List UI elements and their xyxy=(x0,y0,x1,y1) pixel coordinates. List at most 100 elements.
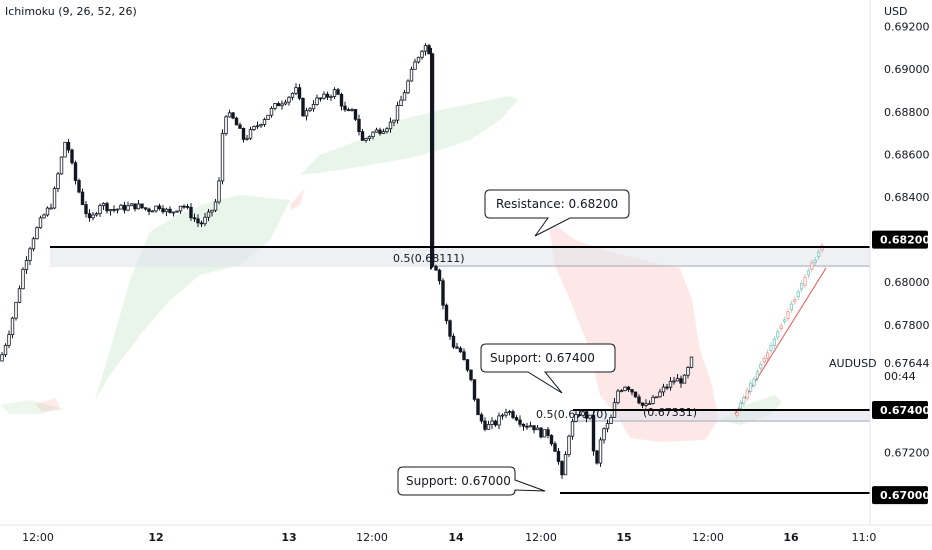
candle-body-30 xyxy=(105,203,109,212)
candle-64 xyxy=(224,115,228,136)
candle-body-142 xyxy=(497,415,501,426)
candle-body-75 xyxy=(262,119,267,125)
candle-62 xyxy=(217,177,221,205)
support-callout-6700[interactable]: Support: 0.67000 xyxy=(397,466,546,496)
x-tick-label-9: 11:0 xyxy=(852,531,877,544)
y-tick-label-2: 0.68800 xyxy=(884,106,930,119)
candle-body-157 xyxy=(549,435,554,445)
y-tick-label-3: 0.68600 xyxy=(884,148,930,161)
candle-40 xyxy=(140,203,144,210)
candle-130 xyxy=(455,342,459,349)
level-tag-bg-1 xyxy=(872,400,928,419)
candle-body-76 xyxy=(266,114,270,120)
candle-14 xyxy=(49,203,53,210)
candle-133 xyxy=(465,359,470,373)
projection-body-7 xyxy=(759,363,763,369)
candle-29 xyxy=(101,202,106,211)
cloud-bearish-1 xyxy=(290,188,305,210)
candle-170 xyxy=(595,449,599,465)
cloud-bearish-0 xyxy=(35,398,62,412)
candle-179 xyxy=(626,385,631,392)
candle-body-13 xyxy=(45,207,50,216)
projection-body-23 xyxy=(813,259,817,263)
candle-37 xyxy=(129,203,134,207)
candle-body-74 xyxy=(259,124,263,127)
candle-body-65 xyxy=(227,112,232,118)
projection-body-13 xyxy=(779,325,783,329)
candle-36 xyxy=(126,201,130,212)
candle-89 xyxy=(311,100,316,112)
candle-119 xyxy=(416,56,421,64)
resistance-callout[interactable]: Resistance: 0.68200 xyxy=(484,189,630,237)
indicator-label[interactable]: Ichimoku (9, 26, 52, 26) xyxy=(5,5,137,18)
candle-23 xyxy=(80,188,85,206)
candle-body-27 xyxy=(94,213,99,216)
candle-body-64 xyxy=(224,116,228,134)
candles xyxy=(0,43,694,479)
cloud-bullish-0 xyxy=(0,400,60,414)
candle-114 xyxy=(399,95,403,106)
candle-74 xyxy=(259,123,263,129)
candle-body-10 xyxy=(35,227,39,240)
candle-196 xyxy=(686,366,690,379)
candle-32 xyxy=(112,205,116,213)
candle-93 xyxy=(325,91,330,100)
candle-162 xyxy=(567,434,571,457)
candle-28 xyxy=(98,203,102,217)
candle-body-32 xyxy=(112,209,116,211)
candle-141 xyxy=(493,419,498,427)
projection-body-11 xyxy=(772,338,777,346)
candle-136 xyxy=(476,397,480,416)
candle-84 xyxy=(294,83,298,96)
price-axis[interactable]: USD 0.692000.690000.688000.686000.684000… xyxy=(829,0,932,525)
candle-6 xyxy=(21,267,25,290)
candle-113 xyxy=(395,101,400,124)
fib-label-upper: 0.5(0.68111) xyxy=(393,252,465,265)
candle-body-1 xyxy=(3,344,8,356)
candle-118 xyxy=(413,58,417,70)
candle-body-153 xyxy=(535,427,540,431)
candle-body-21 xyxy=(73,162,78,181)
candle-188 xyxy=(658,388,662,398)
candle-body-104 xyxy=(364,138,368,141)
candle-body-193 xyxy=(675,378,680,382)
candle-body-61 xyxy=(213,201,218,211)
candle-120 xyxy=(420,50,424,60)
candle-137 xyxy=(479,412,484,424)
time-axis[interactable]: 12:00 12 13 12:00 14 12:00 15 12:00 16 11:0 xyxy=(0,524,932,550)
projection-body-4 xyxy=(749,382,753,392)
candle-body-100 xyxy=(350,109,354,111)
candle-144 xyxy=(504,408,508,418)
candle-115 xyxy=(402,89,407,101)
support-callout-6740[interactable]: Support: 0.67400 xyxy=(480,343,616,394)
candle-body-190 xyxy=(665,386,669,389)
candle-body-63 xyxy=(220,133,225,182)
candle-20 xyxy=(70,148,74,165)
candle-107 xyxy=(374,127,379,133)
x-tick-label-6: 15 xyxy=(616,531,631,544)
candle-45 xyxy=(157,203,162,211)
candle-127 xyxy=(444,303,449,325)
candle-body-145 xyxy=(507,411,512,413)
y-tick-label-6: 0.67800 xyxy=(884,319,930,332)
candle-body-79 xyxy=(276,103,281,107)
candle-187 xyxy=(654,396,659,399)
candle-body-188 xyxy=(658,391,662,398)
candle-12 xyxy=(42,213,46,219)
projection-body-6 xyxy=(755,371,760,379)
candle-81 xyxy=(283,99,288,106)
candle-body-113 xyxy=(395,105,400,121)
candle-126 xyxy=(441,278,445,310)
candle-body-149 xyxy=(521,423,526,427)
candle-128 xyxy=(448,319,452,340)
candle-body-172 xyxy=(602,428,606,441)
candle-47 xyxy=(164,207,169,217)
candle-body-107 xyxy=(374,129,379,133)
candle-153 xyxy=(535,424,540,431)
candle-8 xyxy=(28,246,32,266)
candle-body-128 xyxy=(448,320,452,337)
candle-43 xyxy=(150,210,155,213)
candle-body-115 xyxy=(402,92,407,101)
